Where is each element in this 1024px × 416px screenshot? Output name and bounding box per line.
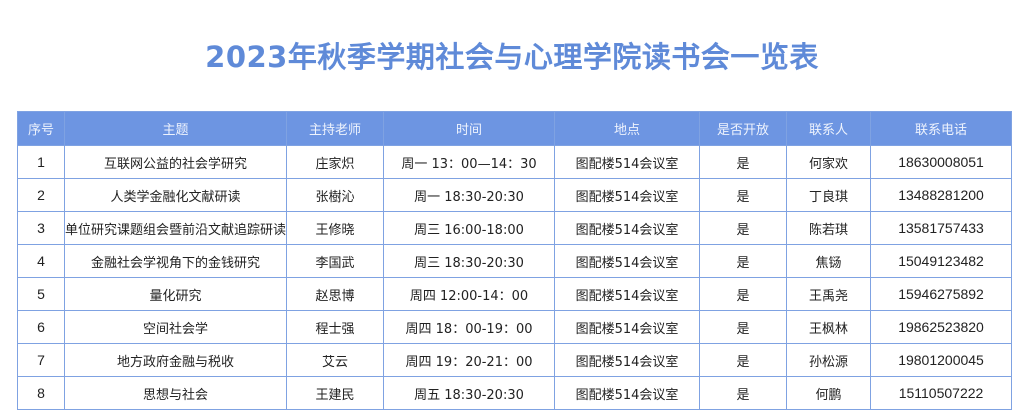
cell-time: 周五 18:30-20:30 xyxy=(383,376,556,410)
cell-location: 图配楼514会议室 xyxy=(554,211,701,245)
table-header-row: 序号 主题 主持老师 时间 地点 是否开放 联系人 联系电话 xyxy=(17,111,1013,146)
cell-location: 图配楼514会议室 xyxy=(554,376,701,410)
cell-open: 是 xyxy=(699,310,788,344)
cell-topic: 人类学金融化文献研读 xyxy=(63,178,288,212)
cell-topic: 思想与社会 xyxy=(63,376,288,410)
cell-host: 程士强 xyxy=(286,310,385,344)
cell-contact: 丁良琪 xyxy=(786,178,872,212)
cell-phone: 18630008051 xyxy=(870,145,1013,179)
cell-phone: 15946275892 xyxy=(870,277,1013,311)
cell-open: 是 xyxy=(699,145,788,179)
cell-location: 图配楼514会议室 xyxy=(554,310,701,344)
cell-index: 7 xyxy=(17,343,65,377)
table-row: 1 互联网公益的社会学研究 庄家炽 周一 13：00—14：30 图配楼514会议室是何… xyxy=(17,145,1013,179)
cell-open: 是 xyxy=(699,211,788,245)
cell-contact: 王枫林 xyxy=(786,310,872,344)
table-row: 3 单位研究课题组会暨前沿文献追踪研读 王修晓 周三 16:00-18:00 图配楼51… xyxy=(17,211,1013,245)
cell-time: 周一 13：00—14：30 xyxy=(383,145,556,179)
cell-time: 周四 19：20-21：00 xyxy=(383,343,556,377)
cell-phone: 19862523820 xyxy=(870,310,1013,344)
cell-time: 周一 18:30-20:30 xyxy=(383,178,556,212)
column-header-phone: 联系电话 xyxy=(870,111,1013,146)
column-header-index: 序号 xyxy=(17,111,65,146)
table-row: 7 地方政府金融与税收 艾云 周四 19：20-21：00 图配楼514会议室是孙松源 1… xyxy=(17,343,1013,377)
table-row: 5 量化研究 赵思博 周四 12:00-14：00 图配楼514会议室是王禹尧 15946… xyxy=(17,277,1013,311)
cell-contact: 孙松源 xyxy=(786,343,872,377)
cell-time: 周四 18：00-19：00 xyxy=(383,310,556,344)
cell-contact: 焦铴 xyxy=(786,244,872,278)
cell-topic: 空间社会学 xyxy=(63,310,288,344)
cell-topic: 互联网公益的社会学研究 xyxy=(63,145,288,179)
cell-contact: 何鹏 xyxy=(786,376,872,410)
cell-location: 图配楼514会议室 xyxy=(554,244,701,278)
cell-open: 是 xyxy=(699,277,788,311)
cell-open: 是 xyxy=(699,343,788,377)
cell-location: 图配楼514会议室 xyxy=(554,178,701,212)
cell-index: 6 xyxy=(17,310,65,344)
cell-phone: 15110507222 xyxy=(870,376,1013,410)
table-row: 4 金融社会学视角下的金钱研究 李国武 周三 18:30-20:30 图配楼514会议室… xyxy=(17,244,1013,278)
cell-host: 李国武 xyxy=(286,244,385,278)
column-header-open: 是否开放 xyxy=(699,111,788,146)
table-row: 8 思想与社会 王建民 周五 18:30-20:30 图配楼514会议室是何鹏 15110… xyxy=(17,376,1013,410)
table-row: 2 人类学金融化文献研读 张樹沁 周一 18:30-20:30 图配楼514会议室是丁良… xyxy=(17,178,1013,212)
cell-host: 庄家炽 xyxy=(286,145,385,179)
cell-open: 是 xyxy=(699,244,788,278)
cell-location: 图配楼514会议室 xyxy=(554,145,701,179)
cell-topic: 金融社会学视角下的金钱研究 xyxy=(63,244,288,278)
table-row: 6 空间社会学 程士强 周四 18：00-19：00 图配楼514会议室是王枫林 1986… xyxy=(17,310,1013,344)
cell-topic: 单位研究课题组会暨前沿文献追踪研读 xyxy=(63,211,288,245)
cell-location: 图配楼514会议室 xyxy=(554,343,701,377)
column-header-location: 地点 xyxy=(554,111,701,146)
cell-topic: 地方政府金融与税收 xyxy=(63,343,288,377)
column-header-time: 时间 xyxy=(383,111,556,146)
cell-topic: 量化研究 xyxy=(63,277,288,311)
cell-contact: 何家欢 xyxy=(786,145,872,179)
cell-phone: 13581757433 xyxy=(870,211,1013,245)
cell-time: 周三 16:00-18:00 xyxy=(383,211,556,245)
cell-index: 2 xyxy=(17,178,65,212)
cell-open: 是 xyxy=(699,376,788,410)
cell-host: 王建民 xyxy=(286,376,385,410)
cell-location: 图配楼514会议室 xyxy=(554,277,701,311)
cell-open: 是 xyxy=(699,178,788,212)
cell-index: 8 xyxy=(17,376,65,410)
page-title: 2023年秋季学期社会与心理学院读书会一览表 xyxy=(205,40,819,74)
cell-index: 4 xyxy=(17,244,65,278)
cell-phone: 19801200045 xyxy=(870,343,1013,377)
cell-contact: 王禹尧 xyxy=(786,277,872,311)
cell-time: 周四 12:00-14：00 xyxy=(383,277,556,311)
cell-host: 艾云 xyxy=(286,343,385,377)
cell-phone: 15049123482 xyxy=(870,244,1013,278)
cell-index: 5 xyxy=(17,277,65,311)
column-header-host: 主持老师 xyxy=(286,111,385,146)
cell-host: 赵思博 xyxy=(286,277,385,311)
cell-phone: 13488281200 xyxy=(870,178,1013,212)
cell-host: 王修晓 xyxy=(286,211,385,245)
cell-index: 3 xyxy=(17,211,65,245)
reading-club-table: 序号 主题 主持老师 时间 地点 是否开放 联系人 联系电话 1 互联网公益的社会学研究 庄家炽周… xyxy=(17,111,1013,410)
cell-index: 1 xyxy=(17,145,65,179)
column-header-topic: 主题 xyxy=(63,111,288,146)
column-header-contact: 联系人 xyxy=(786,111,872,146)
cell-contact: 陈若琪 xyxy=(786,211,872,245)
cell-time: 周三 18:30-20:30 xyxy=(383,244,556,278)
cell-host: 张樹沁 xyxy=(286,178,385,212)
